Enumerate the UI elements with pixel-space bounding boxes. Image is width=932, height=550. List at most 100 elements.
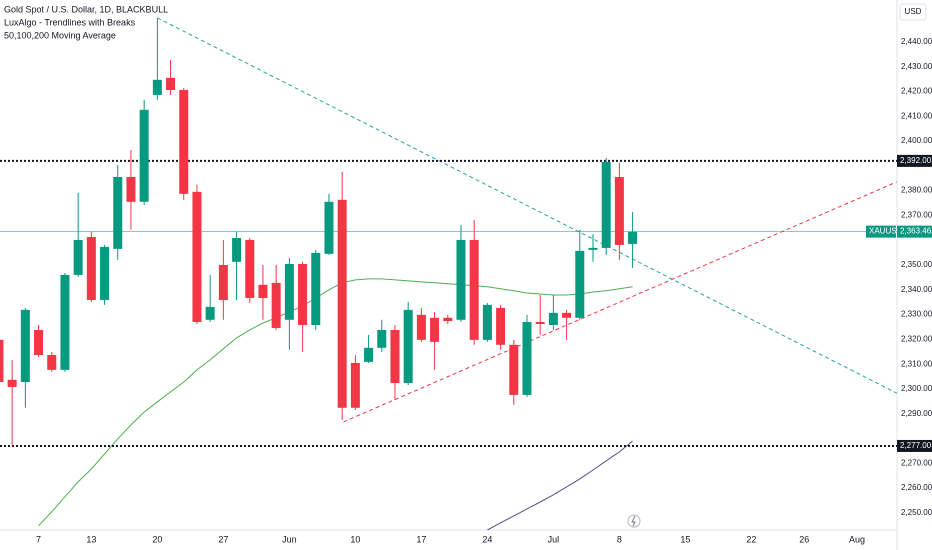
candle-body (20, 309, 30, 383)
candle-body (482, 304, 492, 340)
candle-body (509, 344, 519, 395)
candle-body (390, 329, 400, 383)
candle-body (139, 109, 149, 202)
trendline (343, 181, 897, 423)
y-tick-label: 2,440.00 (901, 37, 932, 46)
y-tick-label: 2,410.00 (901, 111, 932, 120)
candle-body (73, 239, 83, 275)
candle-body (364, 347, 374, 362)
y-tick-label: 2,320.00 (901, 334, 932, 343)
candle-body (179, 89, 189, 194)
candle-body (614, 176, 624, 245)
y-tick-label: 2,420.00 (901, 87, 932, 96)
candle-body (60, 274, 70, 370)
x-tick-label: Aug (849, 534, 865, 544)
candle-body (47, 354, 57, 370)
y-tick-label: 2,270.00 (901, 458, 932, 467)
y-tick-label: 2,330.00 (901, 310, 932, 319)
y-tick-label: 2,290.00 (901, 409, 932, 418)
candle-body (100, 246, 110, 300)
candle-body (298, 264, 308, 325)
candle-body (588, 247, 598, 250)
candle-body (34, 329, 44, 355)
x-tick-label: 17 (416, 534, 426, 544)
x-tick-label: 15 (680, 534, 690, 544)
y-tick-label: 2,350.00 (901, 260, 932, 269)
candle-body (430, 317, 440, 342)
last-price-box (897, 225, 932, 238)
x-tick-label: 27 (218, 534, 228, 544)
candle-body (496, 307, 506, 345)
moving-average-line (38, 278, 633, 527)
candle-body (350, 362, 360, 408)
indicator-label: LuxAlgo - Trendlines with Breaks (4, 17, 136, 27)
candle-body (258, 284, 268, 298)
candle-body (548, 312, 558, 325)
x-tick-label: Jun (282, 534, 297, 544)
y-tick-label: 2,400.00 (901, 136, 932, 145)
y-tick-label: 2,370.00 (901, 211, 932, 220)
candle-body (403, 309, 413, 383)
candle-body (337, 199, 347, 408)
candle-body (575, 250, 585, 318)
x-tick-label: 7 (36, 534, 41, 544)
level-label: 2,277.00 (900, 441, 932, 450)
trendline (157, 17, 897, 394)
y-tick-label: 2,250.00 (901, 508, 932, 517)
candle-body (86, 236, 96, 300)
candle-body (628, 231, 638, 244)
candle-body (218, 265, 228, 300)
level-label: 2,392.00 (900, 156, 932, 165)
candle-body (232, 237, 242, 262)
x-tick-label: 8 (617, 534, 622, 544)
y-tick-label: 2,380.00 (901, 186, 932, 195)
candle-body (601, 161, 611, 248)
candle-body (113, 176, 123, 249)
y-tick-label: 2,430.00 (901, 62, 932, 71)
moving-average-line (487, 440, 633, 530)
candle-body (205, 306, 215, 320)
symbol-label: XAUUSD (869, 227, 903, 236)
candle-body (0, 339, 4, 383)
candle-body (284, 264, 294, 320)
event-icon-bolt (631, 515, 636, 527)
symbol-label-box (866, 225, 896, 238)
axes: 2,250.00 2,260.00 2,270.00 2,290.00 2,300.00… (36, 37, 932, 544)
currency-label[interactable]: USD (905, 7, 922, 16)
candle-body (416, 314, 426, 340)
x-tick-label: 24 (482, 534, 492, 544)
x-tick-label: 20 (152, 534, 162, 544)
candle-body (377, 329, 387, 348)
y-tick-label: 2,260.00 (901, 483, 932, 492)
plot-area (0, 17, 897, 530)
x-tick-label: 10 (350, 534, 360, 544)
candle-body (7, 379, 17, 387)
indicator-label: 50,100,200 Moving Average (4, 30, 116, 40)
y-tick-label: 2,300.00 (901, 384, 932, 393)
candle-body (562, 312, 572, 318)
level-label-box (897, 439, 932, 452)
candle-body (469, 239, 479, 340)
currency-box[interactable] (899, 3, 927, 21)
candle-body (311, 252, 321, 325)
x-tick-label: 13 (86, 534, 96, 544)
candle-body (126, 176, 136, 202)
candle-body (324, 201, 334, 254)
candle-body (166, 77, 176, 90)
y-tick-label: 2,310.00 (901, 359, 932, 368)
x-tick-label: Jul (548, 534, 560, 544)
candle-body (522, 322, 532, 395)
candle-body (245, 239, 255, 298)
event-icon[interactable] (627, 514, 641, 528)
x-tick-label: 22 (746, 534, 756, 544)
y-tick-label: 2,340.00 (901, 285, 932, 294)
candle-body (192, 191, 202, 323)
candle-body (152, 79, 162, 95)
candle-body (271, 282, 281, 328)
candle-body (456, 239, 466, 320)
candle-body (535, 322, 545, 324)
last-price-label: 2,363.46 (900, 227, 932, 236)
chart-title: Gold Spot / U.S. Dollar, 1D, BLACKBULL (4, 4, 168, 14)
